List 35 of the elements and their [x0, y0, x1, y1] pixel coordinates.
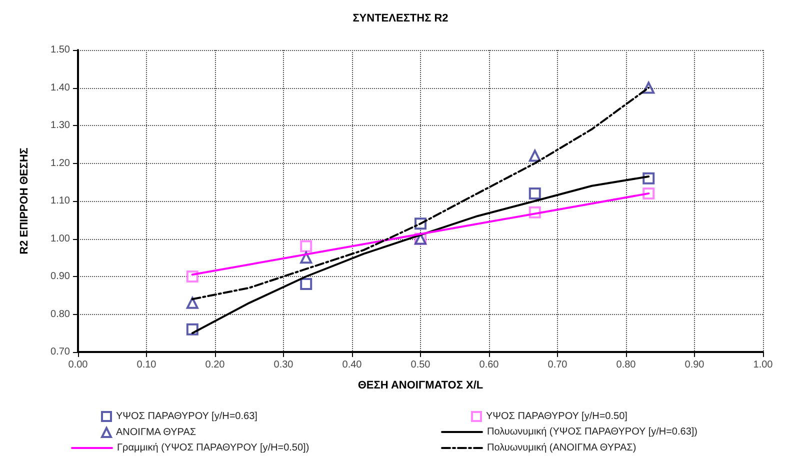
y-tick-label: 1.20 [50, 158, 70, 169]
legend-label: Πολυωνυμική (ΥΨΟΣ ΠΑΡΑΘΥΡΟΥ [y/H=0.63]) [487, 426, 698, 438]
point [300, 252, 312, 264]
x-tick-label: 0.70 [548, 360, 568, 370]
point [528, 187, 541, 200]
chart-title: ΣΥΝΤΕΛΕΣΤΗΣ R2 [352, 12, 448, 24]
y-tick-label: 1.30 [50, 120, 70, 131]
y-tick-label: 1.00 [50, 233, 70, 244]
x-tick-label: 0.30 [274, 360, 294, 370]
x-tick-label: 0.00 [68, 360, 88, 370]
point [186, 296, 198, 309]
x-tick-label: 0.20 [205, 360, 226, 370]
legend-label: ΥΨΟΣ ΠΑΡΑΘΥΡΟΥ [y/H=0.50] [486, 411, 628, 422]
y-axis-title: R2 ΕΠΙΡΡΟΗ ΘΕΣΗΣ [18, 147, 30, 254]
point [300, 278, 312, 290]
legend-label: ΑΝΟΙΓΜΑ ΘΥΡΑΣ [116, 427, 196, 438]
point [528, 150, 541, 162]
x-tick-label: 0.90 [684, 360, 705, 370]
y-tick-label: 0.80 [50, 308, 70, 320]
y-tick-label: 0.70 [50, 346, 70, 358]
legend-label: Γραμμική (ΥΨΟΣ ΠΑΡΑΘΥΡΟΥ [y/H=0.50]) [117, 442, 310, 454]
legend-label: ΥΨΟΣ ΠΑΡΑΘΥΡΟΥ [y/H=0.63] [116, 411, 258, 422]
x-tick-label: 0.50 [410, 360, 431, 370]
x-tick-label: 1.00 [753, 360, 774, 370]
x-tick-label: 0.80 [616, 360, 636, 370]
x-tick-label: 0.40 [342, 360, 362, 370]
legend-label: Πολυωνυμική (ΑΝΟΙΓΜΑ ΘΥΡΑΣ) [487, 442, 636, 454]
point [300, 240, 312, 252]
x-tick-label: 0.10 [136, 360, 157, 370]
y-tick-label: 1.40 [50, 82, 70, 94]
y-tick-label: 1.50 [50, 44, 70, 56]
y-tick-label: 0.90 [50, 271, 70, 282]
y-tick-label: 1.10 [50, 196, 70, 206]
x-axis-title: ΘΕΣΗ ΑΝΟΙΓΜΑΤΟΣ X/L [358, 380, 484, 392]
x-tick-label: 0.60 [479, 360, 500, 370]
